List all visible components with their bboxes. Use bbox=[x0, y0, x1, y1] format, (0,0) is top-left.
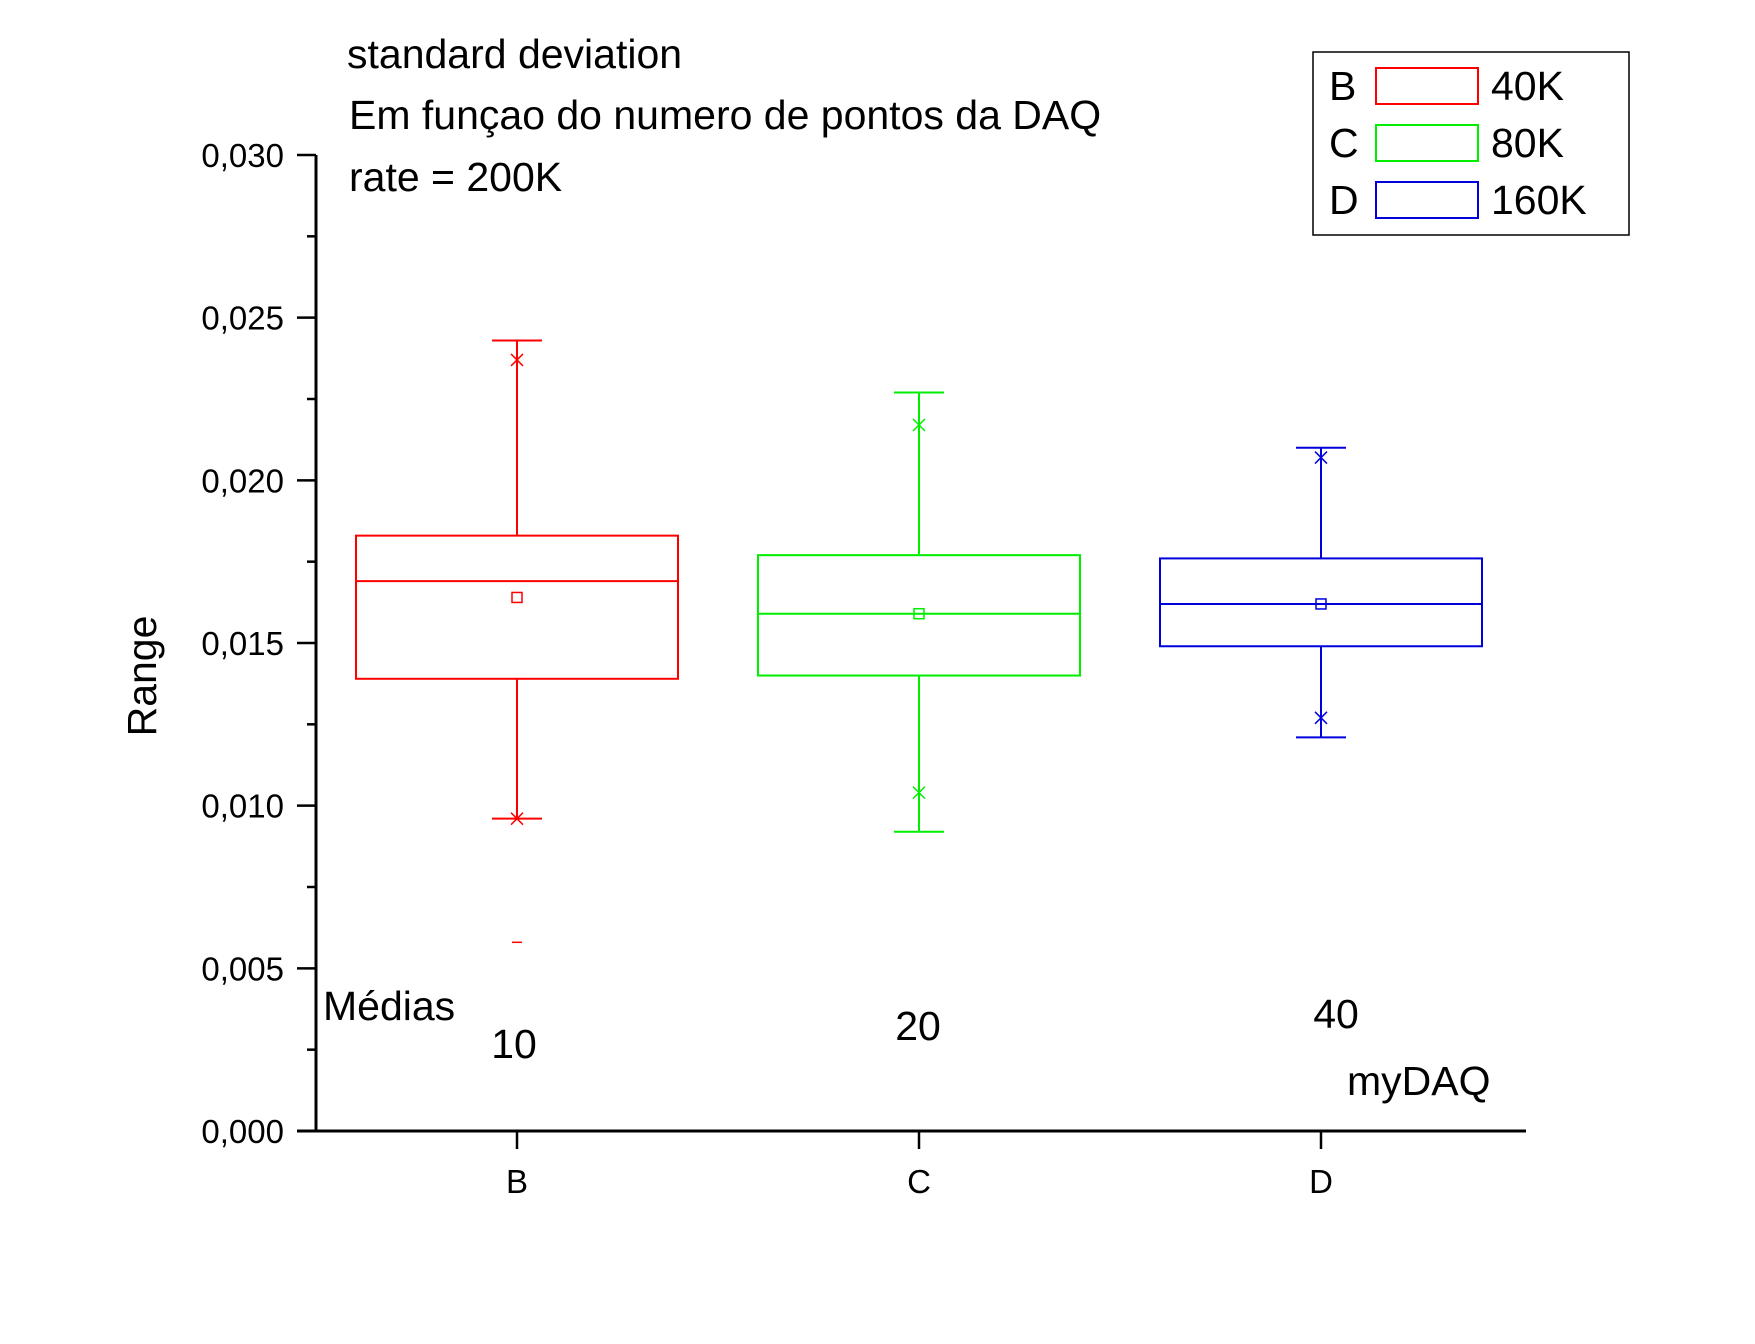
y-tick-label: 0,005 bbox=[201, 950, 284, 987]
box-iqr bbox=[757, 554, 1081, 677]
mean-marker bbox=[1315, 598, 1327, 610]
percentile-marker bbox=[912, 418, 926, 432]
annotation-line-1: standard deviation bbox=[347, 31, 682, 77]
boxes: 10 20 40 bbox=[355, 339, 1483, 1067]
legend-swatch bbox=[1375, 124, 1479, 162]
percentile-marker bbox=[1314, 451, 1328, 465]
legend: B 40K C 80K D 160K bbox=[1329, 63, 1587, 223]
box-iqr bbox=[1159, 557, 1483, 648]
mean-marker bbox=[913, 607, 925, 620]
y-axis-title: Range bbox=[119, 616, 165, 737]
legend-item-D: D 160K bbox=[1329, 177, 1587, 223]
x-tick-label: C bbox=[907, 1163, 931, 1200]
box-group-D: 40 bbox=[1159, 446, 1483, 1037]
percentile-marker bbox=[1314, 711, 1328, 725]
x-tick-label: B bbox=[506, 1163, 528, 1200]
annotation-line-2: Em funçao do numero de pontos da DAQ bbox=[349, 92, 1101, 138]
media-count-label: 40 bbox=[1313, 991, 1359, 1037]
legend-frame bbox=[1312, 51, 1630, 236]
legend-label: 80K bbox=[1491, 120, 1564, 166]
percentile-marker bbox=[912, 786, 926, 800]
legend-letter: C bbox=[1329, 120, 1359, 166]
x-tick-label: D bbox=[1309, 1163, 1333, 1200]
y-tick-label: 0,015 bbox=[201, 625, 284, 662]
legend-letter: D bbox=[1329, 177, 1359, 223]
y-tick-label: 0,025 bbox=[201, 300, 284, 337]
medias-label: Médias bbox=[323, 983, 455, 1029]
y-tick-label: 0,010 bbox=[201, 788, 284, 825]
media-count-label: 10 bbox=[491, 1021, 537, 1067]
media-count-label: 20 bbox=[895, 1003, 941, 1049]
box-iqr bbox=[355, 534, 679, 680]
legend-swatch bbox=[1375, 67, 1479, 105]
legend-item-B: B 40K bbox=[1329, 63, 1564, 109]
y-tick-label: 0,020 bbox=[201, 462, 284, 499]
legend-swatch bbox=[1375, 181, 1479, 219]
device-label: myDAQ bbox=[1347, 1058, 1491, 1104]
box-group-C: 20 bbox=[757, 391, 1081, 1049]
box-group-B: 10 bbox=[355, 339, 679, 1067]
legend-label: 40K bbox=[1491, 63, 1564, 109]
y-ticks: 0,000 0,005 0,010 0,015 0,020 0,025 0,030 bbox=[201, 137, 316, 1150]
percentile-marker bbox=[510, 812, 524, 826]
y-tick-label: 0,030 bbox=[201, 137, 284, 174]
percentile-marker bbox=[510, 353, 524, 367]
legend-label: 160K bbox=[1491, 177, 1587, 223]
mean-marker bbox=[511, 591, 523, 604]
x-ticks: B C D bbox=[506, 1131, 1333, 1200]
legend-item-C: C 80K bbox=[1329, 120, 1564, 166]
y-tick-label: 0,000 bbox=[201, 1113, 284, 1150]
legend-letter: B bbox=[1329, 63, 1356, 109]
annotation-line-3: rate = 200K bbox=[349, 154, 562, 200]
